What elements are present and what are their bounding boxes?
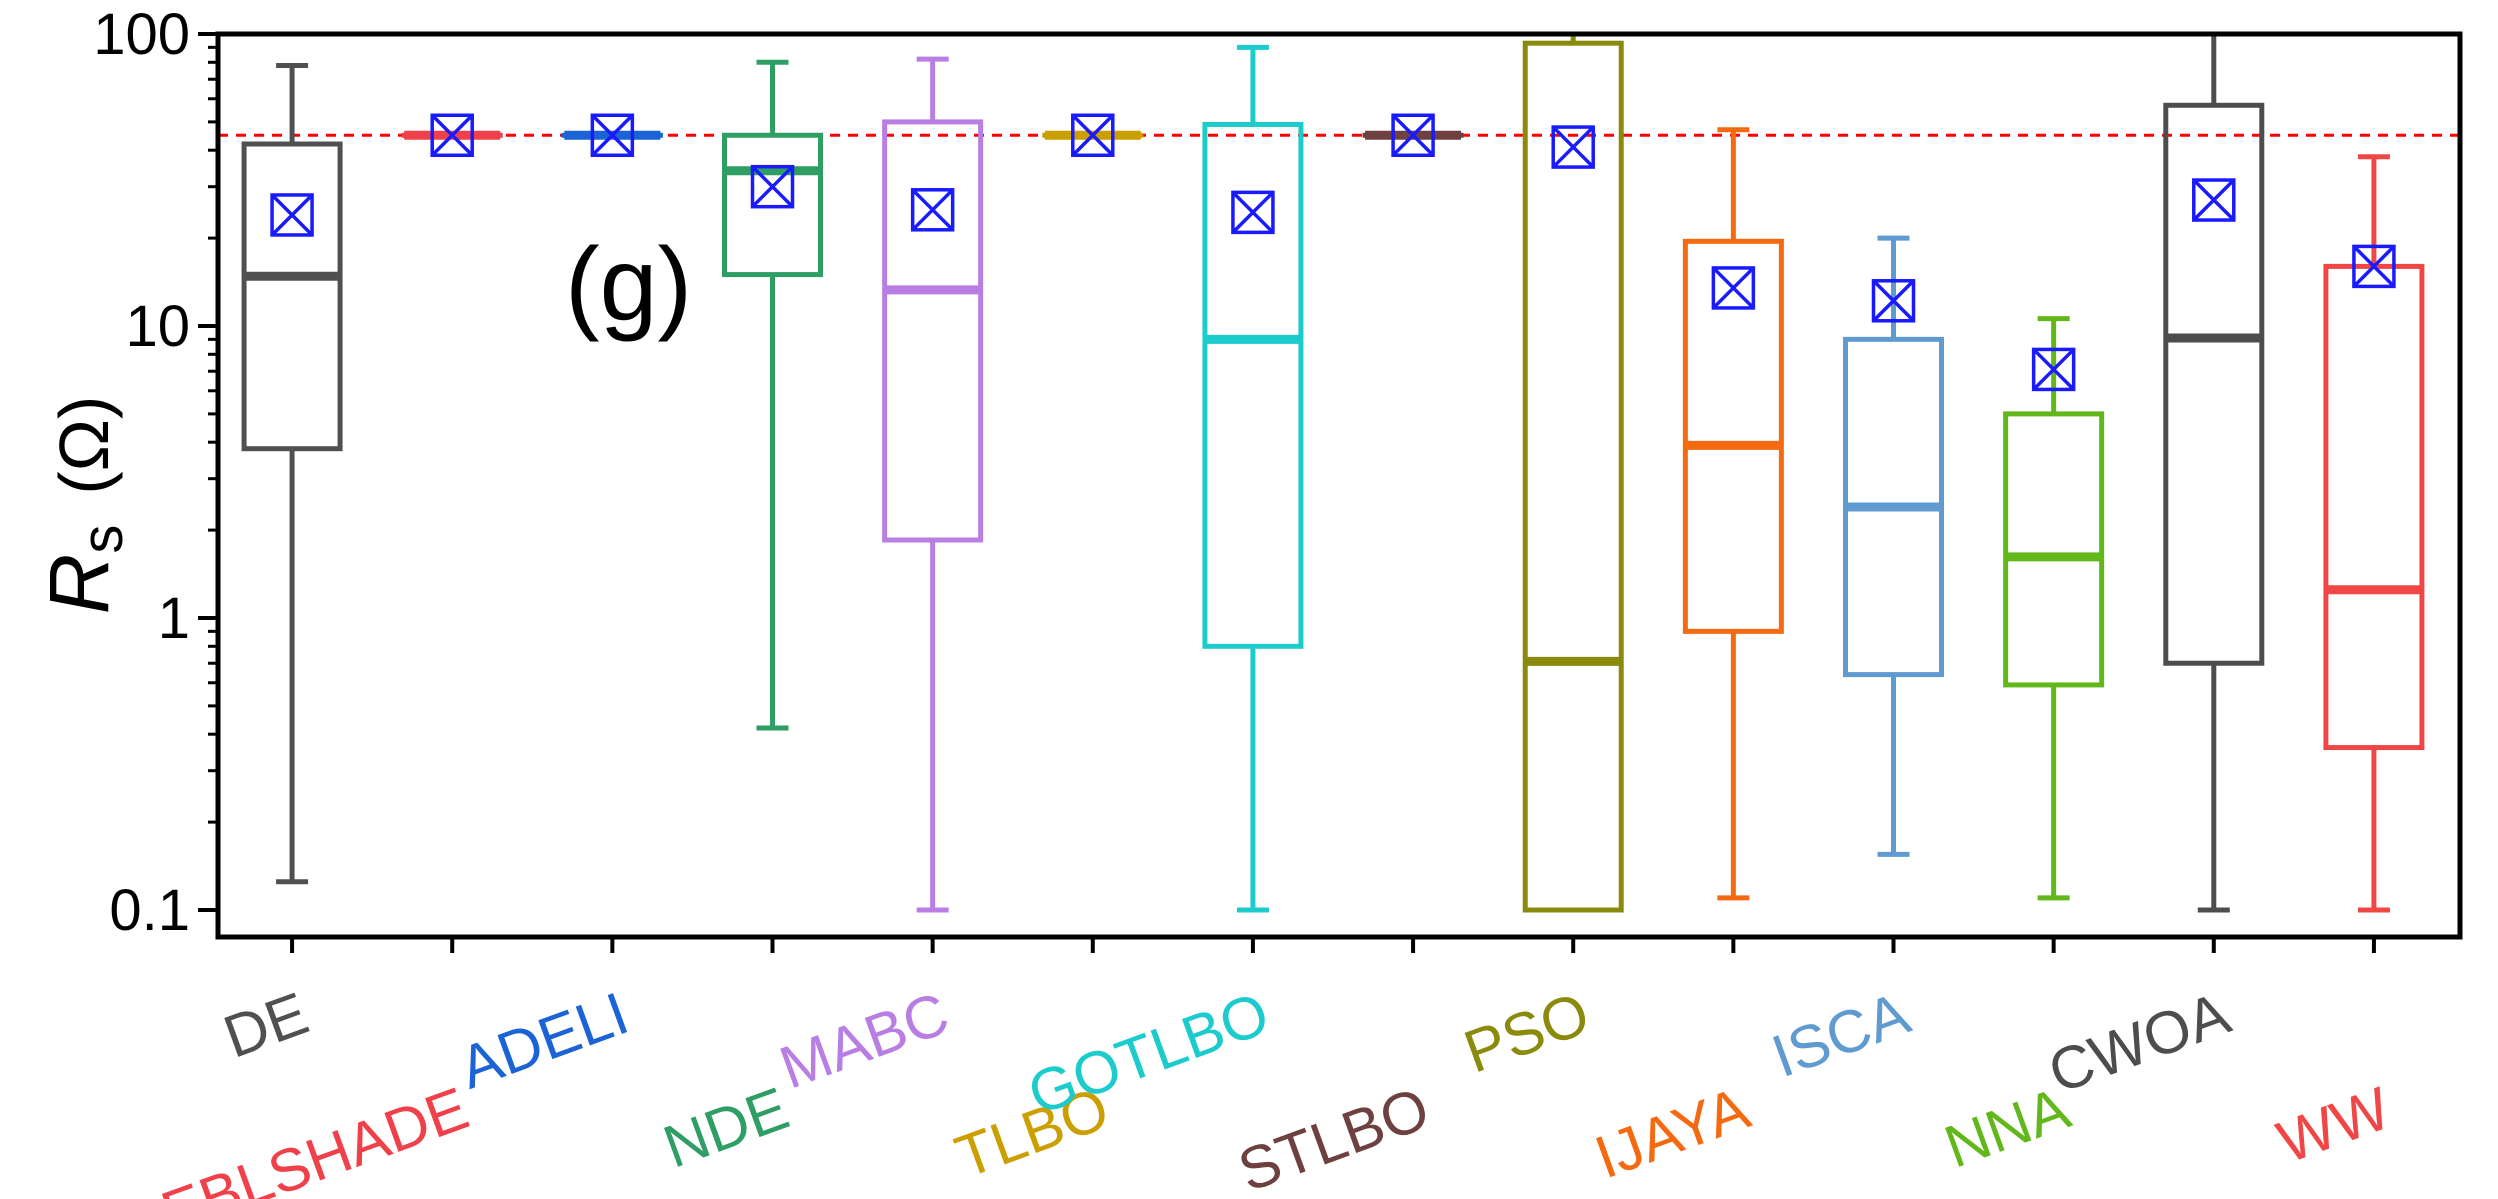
mean-marker-ijaya [1711,266,1756,310]
category-label-pso: PSO [1456,979,1598,1085]
mean-marker-cross-b-de [270,193,314,237]
category-label-ww: WW [2269,1074,2399,1176]
mean-marker-cross-b-stlbo [1391,114,1435,157]
y-axis-label-unit: (Ω) [45,396,123,495]
category-label-cwoa: CWOA [2040,979,2238,1106]
y-axis-label-symbol: R [32,554,126,615]
mean-marker-de [270,193,314,237]
box-ww [2323,263,2425,751]
category-label-eblshade: EBLSHADE [153,1074,477,1199]
mean-marker-cross-b-gotlbo [1231,191,1275,234]
mean-marker-cross-b-ww [2352,245,2396,288]
mean-marker-eblshade [430,113,474,158]
category-label-mabc: MABC [771,979,957,1101]
y-tick-label-0.1: 0.1 [109,878,190,943]
y-axis-label-subscript: s [70,525,135,554]
mean-marker-nna [2031,347,2076,392]
plot-frame [215,31,2463,940]
category-label-nde: NDE [655,1074,797,1180]
mean-marker-mabc [910,188,955,232]
mean-marker-cross-b-nde [751,165,794,208]
y-axis-label: Rs (Ω) [32,396,135,615]
mean-marker-cross-b-eblshade [430,114,474,157]
category-label-de: DE [215,979,316,1070]
box-pso [1522,40,1624,913]
y-tick-label-1: 1 [158,586,190,651]
mean-marker-nde [750,164,795,209]
mean-marker-ww [2352,244,2396,289]
mean-marker-cross-b-tlbo [1071,114,1115,157]
box-nde [722,132,823,278]
mean-marker-cross-b-nna [2032,348,2075,391]
mean-marker-cross-b-mabc [911,188,954,232]
y-tick-label-10: 10 [125,294,190,359]
box-ijaya [1682,238,1784,634]
category-label-adeli: ADELI [451,979,637,1101]
mean-marker-pso [1551,125,1595,169]
category-label-isca: ISCA [1763,979,1918,1090]
mean-marker-isca [1871,279,1916,323]
category-label-stlbo: STLBO [1230,1074,1438,1199]
box-de [241,141,343,452]
mean-marker-cross-b-cwoa [2192,178,2236,222]
plot-area: DEEBLSHADEADELINDEMABCTLBOGOTLBOSTLBOPSO… [93,2,2463,1199]
category-label-ijaya: IJAYA [1587,1074,1758,1191]
mean-marker-cross-b-pso [1551,125,1595,169]
mean-marker-cross-b-isca [1872,279,1915,323]
mean-marker-tlbo [1071,113,1115,158]
panel-label: (g) [565,227,692,343]
box-mabc [882,119,984,543]
svg-text:Rs(Ω): Rs (Ω) [32,396,135,615]
y-tick-label-100: 100 [93,2,190,67]
mean-marker-cwoa [2192,178,2236,222]
category-label-gotlbo: GOTLBO [1019,979,1277,1127]
mean-marker-adeli [590,113,635,158]
box-nna [2003,411,2105,688]
box-cwoa [2163,102,2265,666]
box-gotlbo [1202,121,1304,649]
mean-marker-cross-b-ijaya [1712,266,1755,310]
mean-marker-stlbo [1391,113,1435,158]
mean-marker-cross-b-adeli [591,114,634,157]
mean-marker-gotlbo [1231,190,1275,235]
